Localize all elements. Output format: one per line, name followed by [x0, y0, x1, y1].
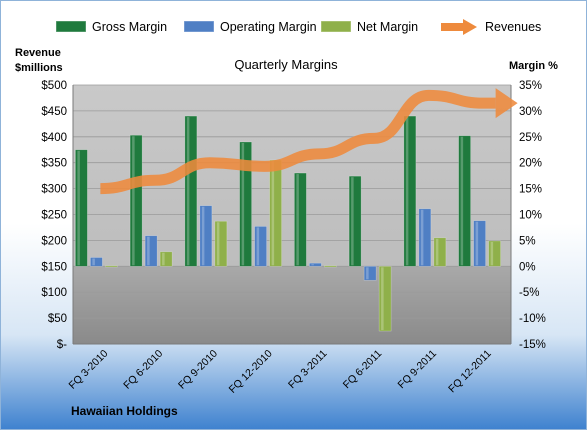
- bar-gross-margin: [294, 172, 307, 267]
- bar-highlight: [77, 150, 80, 266]
- right-tick-label: 10%: [519, 210, 542, 222]
- right-tick-label: -15%: [519, 339, 546, 351]
- bar-net-margin: [378, 265, 392, 332]
- right-tick-label: 15%: [519, 184, 542, 196]
- legend-swatch: [55, 20, 87, 33]
- legend-swatch: [320, 20, 352, 33]
- plot-area-lower: [73, 266, 511, 344]
- bar-gross-margin: [403, 115, 417, 267]
- legend-entry: Revenues: [485, 20, 541, 34]
- bar-operating-margin: [144, 235, 158, 267]
- bar-operating-margin: [473, 220, 486, 267]
- bar-highlight: [351, 177, 354, 266]
- chart-title: Quarterly Margins: [234, 57, 338, 72]
- right-tick-label: 25%: [519, 132, 542, 144]
- bar-highlight: [405, 117, 409, 266]
- right-tick-label: 20%: [519, 158, 542, 170]
- bar-highlight: [216, 222, 220, 266]
- bar-operating-margin: [418, 208, 432, 267]
- right-tick-label: -5%: [519, 287, 539, 299]
- legend-entry: Operating Margin: [220, 20, 317, 34]
- legend-entry: Gross Margin: [92, 20, 167, 34]
- x-tick-label: FQ 12-2011: [446, 348, 494, 396]
- left-tick-label: $350: [41, 158, 67, 170]
- bar-highlight: [132, 136, 135, 266]
- bar-net-margin: [433, 237, 447, 267]
- bar-highlight: [420, 209, 424, 266]
- bar-highlight: [162, 252, 165, 266]
- company-name: Hawaiian Holdings: [71, 404, 178, 418]
- bar-operating-margin: [254, 226, 267, 267]
- legend-swatch: [183, 20, 215, 33]
- bar-highlight: [271, 161, 275, 266]
- bar-highlight: [201, 206, 205, 266]
- bar-highlight: [296, 174, 299, 266]
- revenue-line: [100, 89, 496, 195]
- bar-net-margin: [324, 265, 337, 268]
- x-tick-label: FQ 12-2010: [227, 348, 275, 396]
- bar-gross-margin: [458, 135, 471, 267]
- left-tick-label: $200: [41, 235, 67, 247]
- bar-highlight: [92, 258, 95, 266]
- left-tick-label: $500: [41, 80, 67, 92]
- left-tick-label: $300: [41, 184, 67, 196]
- bar-net-margin: [159, 251, 173, 267]
- bar-net-margin: [269, 159, 282, 267]
- bar-highlight: [241, 142, 245, 266]
- x-tick-label: FQ 6-2010: [121, 348, 165, 392]
- bar-highlight: [475, 221, 479, 266]
- bar-highlight: [311, 264, 314, 266]
- bar-highlight: [147, 236, 150, 266]
- bar-gross-margin: [348, 175, 362, 267]
- right-tick-label: 30%: [519, 106, 542, 118]
- left-tick-label: $250: [41, 210, 67, 222]
- right-tick-label: 0%: [519, 261, 536, 273]
- right-tick-label: 5%: [519, 235, 536, 247]
- left-tick-label: $-: [57, 339, 67, 351]
- bar-operating-margin: [363, 265, 377, 281]
- bar-operating-margin: [90, 257, 103, 267]
- bar-highlight: [366, 267, 369, 280]
- x-tick-label: FQ 3-2010: [67, 348, 111, 392]
- bar-highlight: [381, 267, 384, 331]
- right-axis-label: Margin %: [509, 60, 558, 72]
- left-tick-label: $50: [48, 313, 67, 325]
- x-tick-label: FQ 9-2011: [396, 348, 440, 392]
- bar-operating-margin: [199, 205, 213, 267]
- bar-highlight: [435, 238, 439, 266]
- bar-highlight: [186, 117, 190, 266]
- bar-highlight: [490, 241, 494, 266]
- right-tick-label: 35%: [519, 80, 542, 92]
- bar-net-margin: [488, 240, 501, 267]
- left-tick-label: $150: [41, 261, 67, 273]
- left-tick-label: $450: [41, 106, 67, 118]
- bar-net-margin: [105, 265, 118, 268]
- left-tick-label: $100: [41, 287, 67, 299]
- bar-gross-margin: [75, 149, 88, 267]
- legend-arrow: [463, 19, 477, 35]
- left-tick-label: $400: [41, 132, 67, 144]
- legend-entry: Net Margin: [357, 20, 418, 34]
- revenue-arrowhead: [495, 88, 518, 119]
- x-tick-label: FQ 9-2010: [176, 348, 220, 392]
- bar-gross-margin: [184, 115, 198, 267]
- x-tick-label: FQ 6-2011: [341, 348, 385, 392]
- x-tick-label: FQ 3-2011: [286, 348, 330, 392]
- bar-highlight: [460, 136, 464, 266]
- bar-gross-margin: [239, 141, 252, 267]
- bar-gross-margin: [129, 134, 143, 267]
- right-tick-label: -10%: [519, 313, 546, 325]
- bar-highlight: [256, 227, 260, 266]
- left-axis-label: Revenue $millions: [15, 47, 63, 74]
- bar-operating-margin: [309, 262, 322, 267]
- bar-net-margin: [214, 220, 228, 267]
